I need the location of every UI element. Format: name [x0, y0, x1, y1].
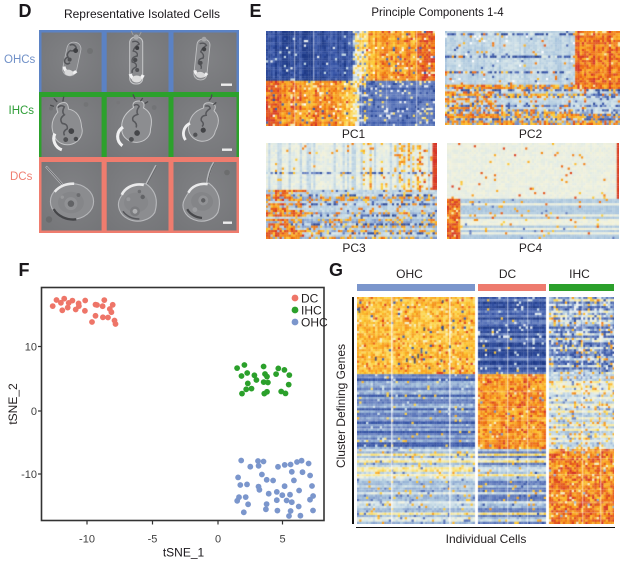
svg-text:tSNE_2: tSNE_2 [6, 383, 20, 425]
svg-text:IHC: IHC [301, 304, 322, 318]
svg-text:-10: -10 [79, 534, 95, 546]
svg-text:0: 0 [31, 406, 37, 418]
svg-text:5: 5 [279, 534, 285, 546]
svg-text:10: 10 [25, 342, 37, 354]
svg-text:-5: -5 [148, 534, 158, 546]
svg-text:-10: -10 [21, 469, 37, 481]
svg-text:DC: DC [301, 292, 319, 306]
svg-text:tSNE_1: tSNE_1 [163, 545, 205, 559]
svg-text:OHC: OHC [301, 316, 328, 330]
svg-text:0: 0 [215, 534, 221, 546]
